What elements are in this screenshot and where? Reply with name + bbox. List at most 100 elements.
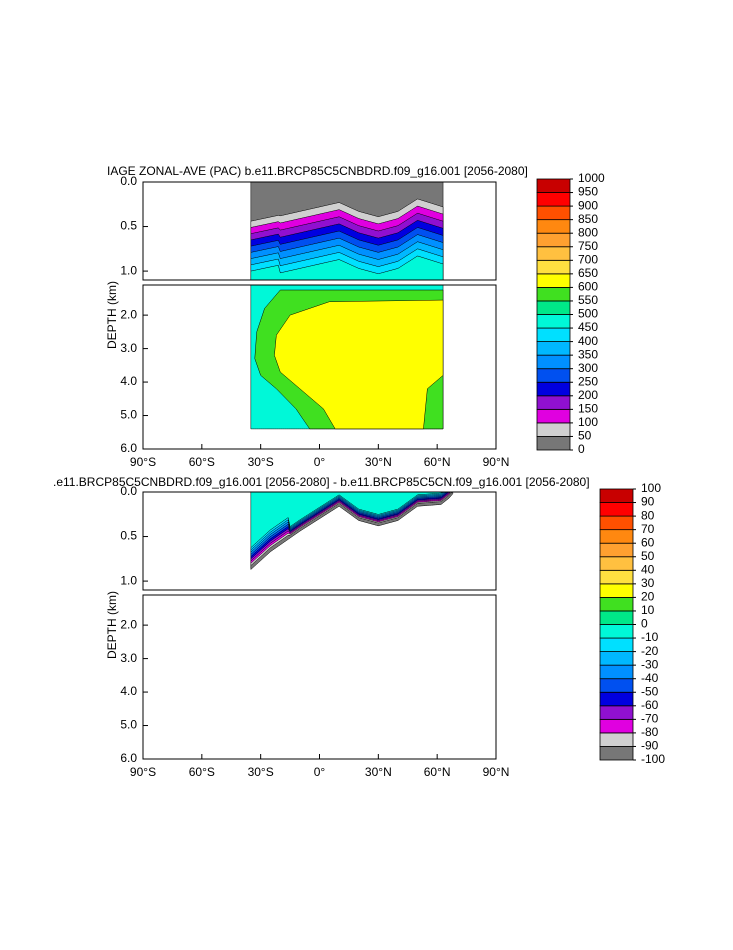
colorbar-label: -60: [641, 698, 659, 712]
colorbar-label: 20: [641, 590, 655, 604]
colorbar-box: [536, 205, 571, 221]
colorbar-label: -10: [641, 630, 659, 644]
y-tick-label: 5.0: [120, 718, 137, 732]
x-tick-label: 60°S: [189, 455, 215, 469]
colorbar-label: -70: [641, 712, 659, 726]
colorbar-box: [599, 529, 634, 544]
colorbar-label: 650: [578, 266, 598, 280]
colorbar-label: 30: [641, 576, 655, 590]
y-tick-label: 1.0: [120, 573, 137, 587]
colorbar-label: -40: [641, 671, 659, 685]
colorbar-label: 0: [578, 442, 585, 456]
colorbar-box: [536, 436, 571, 451]
colorbar-box: [536, 273, 571, 288]
colorbar-label: 850: [578, 212, 598, 226]
colorbar-box: [599, 556, 634, 571]
colorbar-box: [536, 327, 571, 342]
colorbar-box: [536, 422, 571, 437]
colorbar-label: 450: [578, 320, 598, 334]
y-axis-label: DEPTH (km): [105, 281, 119, 349]
y-tick-label: 3.0: [120, 651, 137, 665]
x-tick-label: 30°S: [248, 765, 274, 779]
colorbar-label: -30: [641, 657, 659, 671]
colorbar-label: -80: [641, 725, 659, 739]
colorbar-label: 80: [641, 508, 655, 522]
y-tick-label: 4.0: [120, 374, 137, 388]
colorbar-label: 150: [578, 402, 598, 416]
colorbar-box: [599, 746, 634, 761]
x-tick-label: 90°S: [130, 455, 156, 469]
x-tick-label: 90°S: [130, 765, 156, 779]
colorbar-box: [536, 192, 571, 207]
colorbar-label: 400: [578, 334, 598, 348]
x-tick-label: 30°N: [365, 765, 392, 779]
colorbar-box: [536, 395, 571, 410]
colorbar-box: [599, 502, 634, 517]
colorbar-label: 10: [641, 603, 655, 617]
colorbar-label: 90: [641, 495, 655, 509]
colorbar-label: 100: [641, 481, 661, 495]
colorbar-box: [599, 610, 634, 625]
colorbar-box: [599, 488, 634, 503]
plot-frame: [142, 594, 497, 760]
colorbar-box: [599, 664, 634, 680]
y-tick-label: 1.0: [120, 263, 137, 277]
colorbar-box: [536, 354, 571, 370]
x-tick-label: 30°S: [248, 455, 274, 469]
y-tick-label: 5.0: [120, 408, 137, 422]
colorbar-box: [536, 259, 571, 275]
colorbar-label: 750: [578, 239, 598, 253]
colorbar-box: [536, 286, 571, 302]
colorbar-box: [599, 624, 634, 639]
x-tick-label: 60°S: [189, 765, 215, 779]
colorbar-label: 250: [578, 374, 598, 388]
x-tick-label: 30°N: [365, 455, 392, 469]
colorbar-box: [599, 569, 634, 585]
x-tick-label: 0°: [314, 765, 326, 779]
contour-fill: [274, 299, 444, 430]
colorbar-box: [536, 314, 571, 329]
x-tick-label: 90°N: [483, 455, 510, 469]
y-tick-label: 2.0: [120, 307, 137, 321]
y-tick-label: 3.0: [120, 341, 137, 355]
colorbar-box: [536, 381, 571, 397]
colorbar-label: -100: [641, 752, 665, 766]
colorbar-box: [536, 300, 571, 315]
plot-frame: [142, 491, 497, 591]
colorbar-label: 300: [578, 361, 598, 375]
colorbar-box: [536, 178, 571, 193]
colorbar-label: 500: [578, 307, 598, 321]
x-tick-label: 60°N: [424, 455, 451, 469]
colorbar-box: [599, 515, 634, 531]
y-tick-label: 6.0: [120, 751, 137, 765]
y-axis-label: DEPTH (km): [105, 591, 119, 659]
colorbar-box: [536, 232, 571, 248]
colorbar-label: 950: [578, 185, 598, 199]
colorbar-box: [599, 732, 634, 747]
colorbar-label: -90: [641, 739, 659, 753]
y-tick-label: 0.5: [120, 219, 137, 233]
colorbar-box: [536, 341, 571, 356]
colorbar-label: 60: [641, 535, 655, 549]
colorbar-label: 0: [641, 617, 648, 631]
colorbar-label: 800: [578, 225, 598, 239]
colorbar-box: [536, 368, 571, 383]
colorbar-box: [536, 408, 571, 424]
colorbar-box: [599, 691, 634, 707]
colorbar-box: [536, 219, 571, 234]
colorbar-label: 50: [578, 429, 592, 443]
colorbar-label: 50: [641, 549, 655, 563]
colorbar-label: -20: [641, 644, 659, 658]
x-tick-label: 0°: [314, 455, 326, 469]
colorbar-label: 900: [578, 198, 598, 212]
colorbar-label: 350: [578, 347, 598, 361]
y-tick-label: 2.0: [120, 617, 137, 631]
colorbar-label: -50: [641, 684, 659, 698]
colorbar-box: [599, 678, 634, 693]
colorbar-box: [599, 542, 634, 558]
y-tick-label: 4.0: [120, 684, 137, 698]
y-tick-label: 0.0: [120, 174, 137, 188]
x-tick-label: 90°N: [483, 765, 510, 779]
